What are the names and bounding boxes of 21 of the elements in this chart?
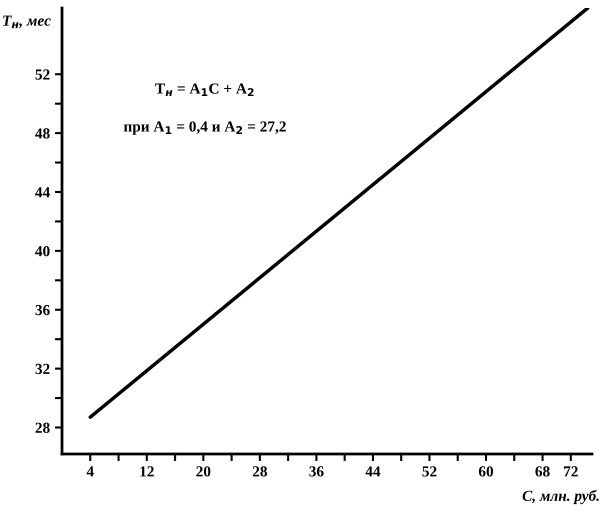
y-tick-label: 32: [35, 364, 50, 374]
x-tick-label: 36: [309, 466, 324, 477]
y-tick-label: 52: [36, 69, 50, 80]
y-tick-label: 44: [35, 187, 50, 198]
x-axis-title: C, млн. руб.: [522, 490, 599, 504]
x-tick-label: 68: [535, 466, 550, 477]
x-tick-label: 28: [252, 466, 267, 477]
x-tick-label: 4: [86, 466, 94, 476]
x-tick-label: 44: [366, 466, 380, 476]
annotation: при A$_{1}$ = 0,4 и A$_{2}$ = 27,2: [124, 121, 286, 135]
y-axis-title: T$_{н}$, мес: [3, 16, 51, 28]
x-tick-label: 72: [564, 466, 578, 476]
x-tick-label: 52: [422, 466, 436, 477]
x-tick-label: 12: [140, 466, 154, 476]
x-tick-label: 20: [196, 466, 210, 477]
y-tick-label: 36: [35, 304, 50, 316]
x-tick-label: 60: [478, 466, 494, 477]
y-tick-label: 28: [36, 422, 50, 433]
annotation: T$_{н}$ = A$_{1}$C + A$_{2}$: [155, 83, 254, 96]
y-tick-label: 48: [35, 128, 50, 139]
y-tick-label: 40: [35, 246, 50, 256]
